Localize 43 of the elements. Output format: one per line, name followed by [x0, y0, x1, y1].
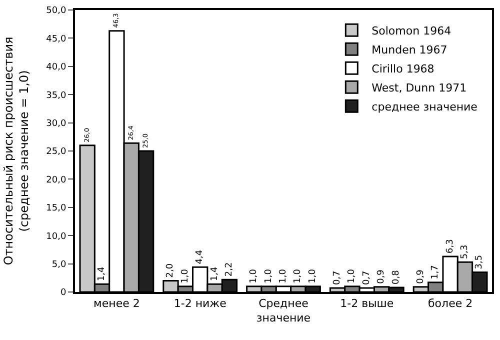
data-label: 0,9	[376, 269, 387, 284]
data-label: 3,5	[474, 254, 485, 270]
data-label: 1,0	[293, 268, 304, 284]
data-label: 1,4	[210, 266, 220, 282]
y-tick-label: 0	[60, 288, 66, 298]
y-tick-label: 10,0	[46, 232, 66, 242]
data-label: 1,0	[180, 268, 190, 284]
x-tick-label: Среднее значение	[256, 297, 311, 324]
legend-label: Munden 1967	[372, 43, 448, 56]
data-label: 5,3	[460, 244, 470, 260]
x-tick-label: 1-2 выше	[340, 297, 394, 310]
data-label: 0,8	[391, 270, 402, 284]
data-label: 0,7	[362, 270, 372, 286]
y-tick-label: 50,0	[46, 6, 66, 16]
data-label: 1,0	[264, 268, 274, 284]
x-tick-label: менее 2	[94, 297, 140, 310]
data-label: 1,4	[97, 266, 108, 282]
y-axis-title: Относительный риск происшествия (среднее значение = 1,0)	[1, 36, 31, 266]
data-label: 0,9	[416, 269, 426, 284]
y-tick-label: 15,0	[46, 204, 66, 214]
y-tick-label: 45,0	[46, 34, 66, 44]
legend-label: Cirillo 1968	[372, 62, 434, 76]
y-tick-label: 5,0	[52, 260, 66, 270]
legend-label: West, Dunn 1971	[372, 81, 467, 94]
data-label: 1,0	[278, 268, 288, 284]
x-tick-label: 1-2 ниже	[174, 297, 227, 310]
data-label: 4,4	[195, 250, 206, 264]
data-label: 1,0	[249, 268, 260, 284]
y-tick-label: 35,0	[46, 90, 66, 101]
data-label: 0,7	[332, 270, 343, 286]
legend-label: среднее значение	[372, 100, 478, 114]
data-label: 1,7	[430, 265, 441, 280]
y-tick-label: 30,0	[46, 118, 66, 129]
y-tick-label: 25,0	[46, 147, 66, 158]
data-label: 1,0	[347, 268, 358, 284]
data-label: 2,2	[224, 262, 234, 277]
x-tick-label: более 2	[428, 297, 473, 310]
y-tick-label: 40,0	[46, 62, 66, 73]
data-label: 6,3	[445, 239, 456, 254]
legend-label: Solomon 1964	[372, 24, 452, 38]
y-tick-label: 20,0	[46, 175, 66, 186]
data-label: 1,0	[308, 268, 318, 284]
data-label: 2,0	[166, 263, 176, 278]
